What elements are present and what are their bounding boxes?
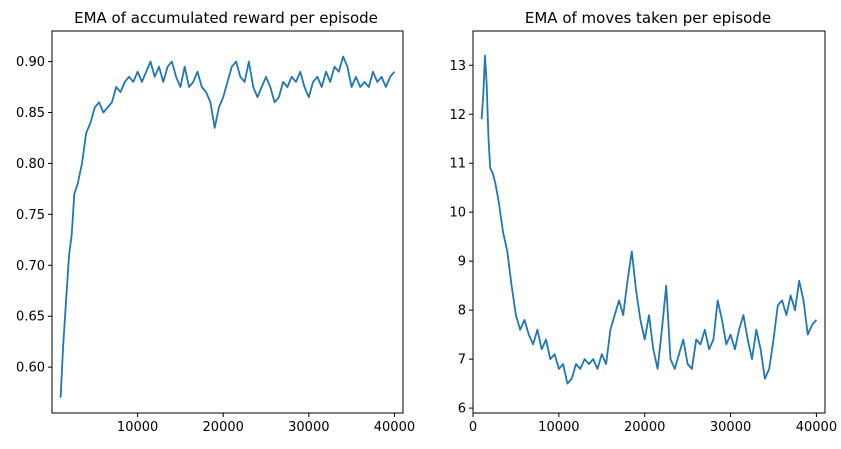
moves-x-tick-label: 0 [469,420,477,435]
reward-y-tick-label: 0.85 [16,106,45,121]
moves-chart: EMA of moves taken per episode 0 10000 200… [449,9,837,435]
reward-x-tick-label: 40000 [374,420,415,435]
moves-y-tick-label: 8 [458,304,466,319]
reward-series-line [59,55,396,398]
moves-x-axis: 0 10000 20000 30000 40000 [469,413,837,435]
reward-y-tick-label: 0.75 [16,208,45,223]
reward-y-tick-label: 0.80 [16,157,45,172]
reward-chart: EMA of accumulated reward per episode 10… [16,9,415,435]
reward-chart-title: EMA of accumulated reward per episode [74,9,378,27]
reward-y-tick-label: 0.90 [16,55,45,70]
reward-x-tick-label: 30000 [288,420,329,435]
reward-y-tick-label: 0.60 [16,361,45,376]
moves-plot-area [473,31,825,413]
moves-chart-title: EMA of moves taken per episode [525,9,771,27]
moves-x-tick-label: 10000 [538,420,579,435]
moves-y-tick-label: 7 [458,353,466,368]
moves-y-tick-label: 6 [458,402,466,417]
moves-plot-frame [472,30,826,414]
moves-y-tick-label: 11 [449,157,466,172]
reward-y-tick-label: 0.70 [16,259,45,274]
reward-plot-frame [51,30,404,414]
reward-y-axis: 0.60 0.65 0.70 0.75 0.80 0.85 0.90 [16,55,52,376]
moves-y-axis: 6 7 8 9 10 11 12 13 [449,59,473,417]
moves-x-tick-label: 20000 [624,420,665,435]
moves-y-tick-label: 10 [449,206,466,221]
reward-plot-area [52,31,403,413]
reward-y-tick-label: 0.65 [16,310,45,325]
moves-x-tick-label: 30000 [710,420,751,435]
reward-x-tick-label: 20000 [203,420,244,435]
reward-x-tick-label: 10000 [117,420,158,435]
moves-y-tick-label: 9 [458,255,466,270]
reward-series-layer [59,55,396,398]
moves-y-tick-label: 13 [449,59,466,74]
moves-series-layer [480,54,818,385]
reward-x-axis: 10000 20000 30000 40000 [117,413,415,435]
moves-y-tick-label: 12 [449,108,466,123]
moves-x-tick-label: 40000 [796,420,837,435]
moves-series-line [480,54,818,385]
